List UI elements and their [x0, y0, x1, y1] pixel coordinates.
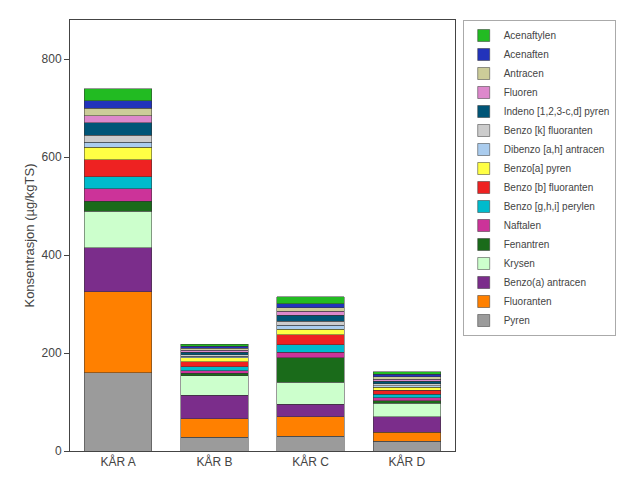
svg-text:Fluoranten: Fluoranten: [504, 296, 552, 307]
svg-text:Benzo(a) antracen: Benzo(a) antracen: [504, 277, 586, 288]
svg-text:Fluoren: Fluoren: [504, 87, 538, 98]
svg-text:Indeno [1,2,3-c,d] pyren: Indeno [1,2,3-c,d] pyren: [504, 106, 610, 117]
svg-text:Naftalen: Naftalen: [504, 220, 541, 231]
svg-text:KÅR C: KÅR C: [292, 454, 329, 469]
svg-text:Konsentrasjon (µg/kgTS): Konsentrasjon (µg/kgTS): [22, 163, 37, 307]
svg-text:600: 600: [42, 150, 62, 164]
svg-text:Fenantren: Fenantren: [504, 239, 550, 250]
svg-text:KÅR D: KÅR D: [389, 454, 426, 469]
svg-text:KÅR B: KÅR B: [196, 454, 232, 469]
svg-text:Benzo [g,h,i] perylen: Benzo [g,h,i] perylen: [504, 201, 595, 212]
svg-text:Dibenzo [a,h] antracen: Dibenzo [a,h] antracen: [504, 144, 605, 155]
svg-text:Benzo [b] fluoranten: Benzo [b] fluoranten: [504, 182, 594, 193]
svg-text:Benzo [k] fluoranten: Benzo [k] fluoranten: [504, 125, 593, 136]
svg-text:Antracen: Antracen: [504, 68, 544, 79]
svg-text:Krysen: Krysen: [504, 258, 535, 269]
svg-text:0: 0: [55, 444, 62, 458]
svg-text:200: 200: [42, 346, 62, 360]
svg-text:KÅR A: KÅR A: [100, 454, 135, 469]
svg-text:Benzo[a] pyren: Benzo[a] pyren: [504, 163, 571, 174]
svg-text:Acenaftylen: Acenaftylen: [504, 30, 556, 41]
svg-text:Pyren: Pyren: [504, 315, 530, 326]
svg-text:Acenaften: Acenaften: [504, 49, 549, 60]
svg-text:800: 800: [42, 52, 62, 66]
svg-text:400: 400: [42, 248, 62, 262]
